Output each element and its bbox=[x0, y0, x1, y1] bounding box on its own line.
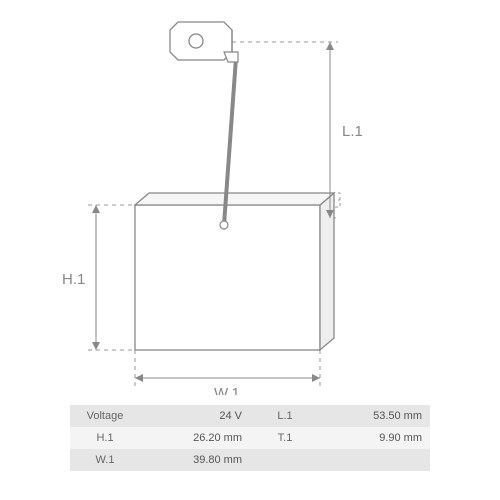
spec-key: W.1 bbox=[70, 449, 140, 471]
spec-key: Voltage bbox=[70, 405, 140, 427]
spec-value: 53.50 mm bbox=[320, 405, 430, 427]
technical-diagram: H.1 W.1 L.1 bbox=[0, 0, 500, 395]
spec-table: Voltage 24 V L.1 53.50 mm H.1 26.20 mm T… bbox=[70, 405, 430, 471]
spec-value: 39.80 mm bbox=[140, 449, 250, 471]
spec-key: H.1 bbox=[70, 427, 140, 449]
label-l1: L.1 bbox=[342, 123, 363, 140]
label-w1: W.1 bbox=[214, 385, 240, 395]
dimension-l1: L.1 bbox=[326, 42, 363, 218]
dimension-w1: W.1 bbox=[135, 374, 320, 395]
table-row: Voltage 24 V L.1 53.50 mm bbox=[70, 405, 430, 427]
spec-key bbox=[250, 449, 320, 471]
dimension-h1: H.1 bbox=[62, 205, 100, 350]
spec-value: 9.90 mm bbox=[320, 427, 430, 449]
spec-value: 26.20 mm bbox=[140, 427, 250, 449]
table-row: W.1 39.80 mm bbox=[70, 449, 430, 471]
label-h1: H.1 bbox=[62, 271, 85, 288]
spec-value: 24 V bbox=[140, 405, 250, 427]
spec-value bbox=[320, 449, 430, 471]
spec-key: L.1 bbox=[250, 405, 320, 427]
spec-key: T.1 bbox=[250, 427, 320, 449]
terminal-lug bbox=[170, 22, 238, 62]
table-row: H.1 26.20 mm T.1 9.90 mm bbox=[70, 427, 430, 449]
